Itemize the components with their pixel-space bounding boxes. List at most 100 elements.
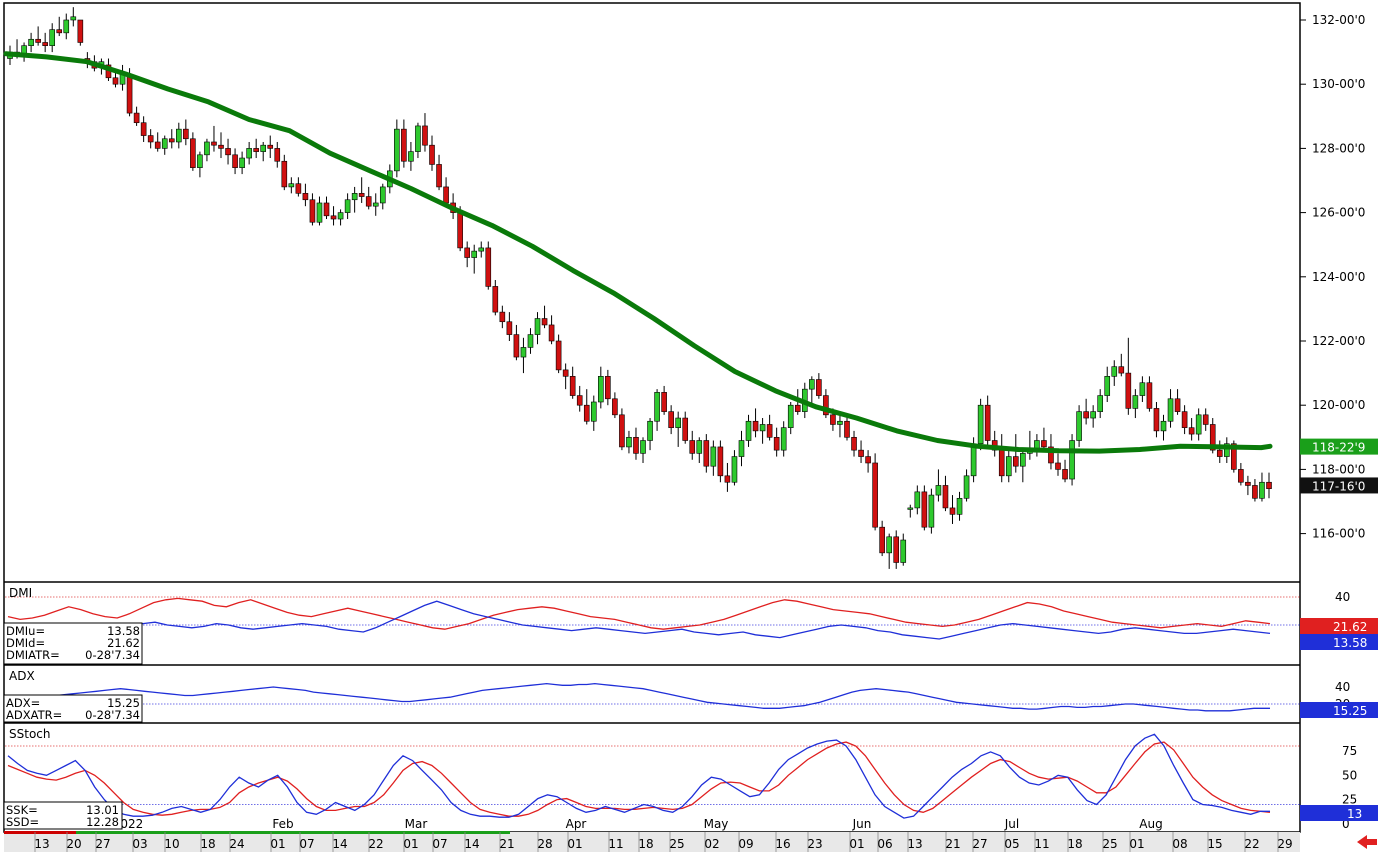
- candle-body: [70, 16, 77, 21]
- candle-body: [1020, 453, 1026, 467]
- x-tick-label: 13: [34, 837, 49, 851]
- candle-body: [478, 247, 485, 252]
- candle-body: [365, 196, 372, 207]
- x-month-label: May: [704, 817, 729, 831]
- x-tick-label: 01: [849, 837, 864, 851]
- dmi-panel-title: DMI: [9, 586, 32, 600]
- candle-body: [893, 536, 900, 563]
- scroll-back-arrow-icon[interactable]: [1357, 835, 1377, 849]
- candle-body: [977, 404, 984, 445]
- candle-body: [218, 144, 224, 149]
- candle-body: [232, 154, 238, 168]
- x-tick-label: 13: [907, 837, 922, 851]
- candle-body: [1223, 443, 1230, 457]
- dmi-minus-tag-bg: [1300, 618, 1378, 634]
- sstoch-d-line: [7, 741, 1271, 817]
- candle-body: [851, 436, 857, 451]
- moving-average-line: [3, 51, 1273, 454]
- dmi-legend-value: 13.58: [107, 624, 140, 638]
- candle-body: [211, 141, 217, 146]
- y-tick-label: 124-00'0: [1312, 270, 1365, 284]
- candle-body: [1146, 382, 1153, 409]
- candle-body: [1266, 481, 1272, 489]
- last-price-tag-bg: [1300, 477, 1378, 494]
- candle-body: [379, 186, 386, 204]
- candle-body: [1132, 395, 1139, 409]
- x-tick-label: 20: [66, 837, 81, 851]
- candle-body: [1245, 481, 1251, 486]
- candle-body: [1202, 414, 1209, 425]
- sstoch-y-tick: 75: [1342, 744, 1357, 758]
- candle-body: [485, 247, 492, 287]
- x-tick-label: 21: [945, 837, 960, 851]
- candle-body: [1167, 398, 1174, 422]
- candle-body: [970, 443, 977, 477]
- candle-body: [1104, 376, 1111, 396]
- candle-body: [598, 376, 604, 403]
- candle-body: [520, 347, 527, 358]
- candle-body: [161, 138, 168, 149]
- candle-body: [183, 128, 189, 140]
- candle-body: [837, 420, 843, 425]
- candle-body: [787, 404, 794, 428]
- dmi-plus-tag: 13.58: [1333, 636, 1367, 650]
- adx-legend-key: ADXATR=: [6, 708, 62, 722]
- candle-body: [921, 491, 928, 528]
- x-tick-label: 24: [229, 837, 244, 851]
- dmi-legend-key: DMIATR=: [6, 648, 60, 662]
- sstoch-legend-key: SSK=: [6, 803, 38, 817]
- dmi-legend-box: [3, 622, 143, 665]
- candle-body: [809, 379, 815, 390]
- sstoch-y-tick: 0: [1342, 817, 1350, 831]
- candle-body: [513, 334, 520, 358]
- candle-body: [794, 404, 801, 412]
- candle-body: [140, 122, 147, 136]
- y-tick-label: 130-00'0: [1312, 77, 1365, 91]
- candle-body: [576, 395, 583, 406]
- candle-body: [1216, 449, 1223, 457]
- candle-body: [323, 202, 330, 217]
- x-tick-label: 05: [1004, 837, 1019, 851]
- dmi-plus-line: [7, 600, 1271, 640]
- candle-body: [907, 507, 914, 510]
- x-tick-label: 27: [95, 837, 110, 851]
- x-tick-label: 02: [704, 837, 719, 851]
- candle-body: [499, 311, 506, 323]
- x-tick-label: 15: [1207, 837, 1222, 851]
- candle-body: [738, 440, 745, 457]
- candle-body: [506, 321, 513, 335]
- candle-body: [640, 440, 646, 454]
- candle-body: [351, 193, 358, 201]
- candle-body: [823, 395, 829, 416]
- candle-body: [626, 436, 632, 448]
- candle-body: [246, 148, 252, 159]
- candle-body: [1153, 408, 1160, 432]
- candle-body: [464, 247, 470, 258]
- y-tick-label: 132-00'0: [1312, 13, 1365, 27]
- adx-tag: 15.25: [1333, 704, 1367, 718]
- dmi-plus-tag-bg: [1300, 634, 1378, 650]
- ma-price-tag-bg: [1300, 438, 1378, 455]
- ma-price-tag: 118-22'9: [1312, 441, 1365, 455]
- candle-body: [583, 404, 590, 422]
- candle-body: [394, 128, 400, 172]
- candle-body: [1090, 411, 1096, 419]
- candle-body: [147, 135, 154, 143]
- candle-body: [1041, 440, 1047, 448]
- candle-body: [675, 417, 681, 428]
- history-strip-red: [4, 831, 76, 834]
- candle-body: [1055, 462, 1061, 470]
- dmi-legend-key: DMIu=: [6, 624, 45, 638]
- candle-body: [914, 491, 921, 509]
- x-tick-label: 18: [200, 837, 215, 851]
- candle-body: [731, 456, 738, 483]
- candle-body: [1160, 420, 1167, 432]
- candle-body: [689, 440, 696, 454]
- x-tick-label: 06: [877, 837, 892, 851]
- candle-body: [253, 148, 259, 152]
- candle-body: [309, 199, 316, 223]
- sstoch-panel-title: SStoch: [9, 727, 50, 741]
- x-tick-label: 08: [1172, 837, 1187, 851]
- candle-body: [197, 154, 203, 168]
- candle-body: [281, 160, 288, 188]
